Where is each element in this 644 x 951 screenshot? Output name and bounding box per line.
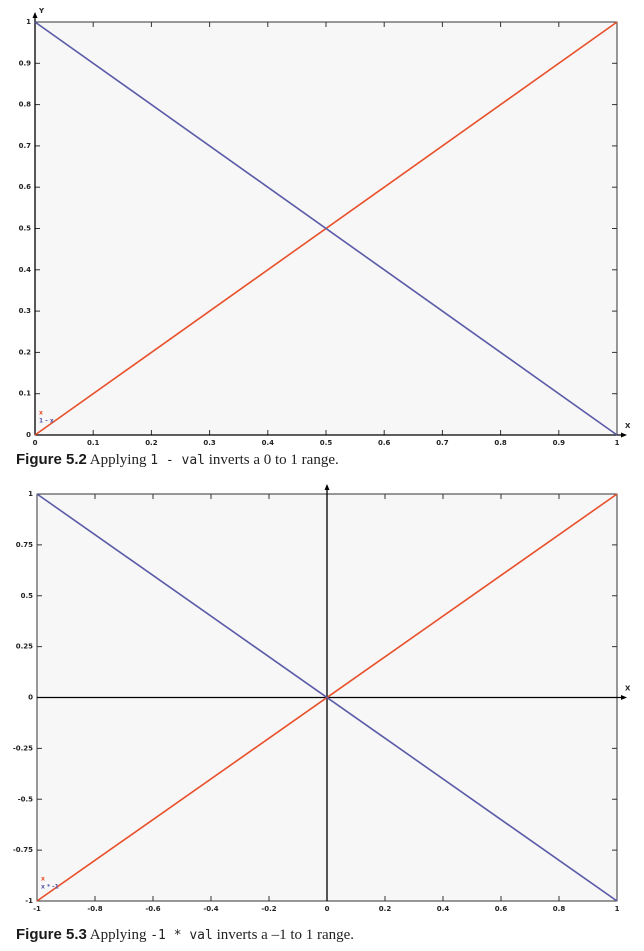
x-tick-label: 0.8 bbox=[494, 439, 507, 447]
x-tick-label: 0.1 bbox=[87, 439, 100, 447]
x-tick-label: 0.2 bbox=[379, 905, 392, 913]
x-tick-label: 0.5 bbox=[320, 439, 333, 447]
y-tick-label: 0.6 bbox=[19, 183, 32, 191]
axis-arrow bbox=[32, 12, 38, 18]
x-tick-label: -1 bbox=[33, 905, 41, 913]
caption-label: Figure 5.2 bbox=[16, 451, 87, 468]
x-tick-label: 0.8 bbox=[553, 905, 566, 913]
y-tick-label: 0.7 bbox=[19, 142, 32, 150]
caption-code: -1 * val bbox=[150, 928, 213, 943]
x-tick-label: 0.4 bbox=[262, 439, 275, 447]
chart: 0 0.1 0.2 0.3 0.4 0.5 0.6 0.7 0.8 0.9 1 0 0.1 0.2 0.3 0… bbox=[19, 7, 631, 447]
x-tick-label: 1 bbox=[615, 439, 620, 447]
axis-arrow bbox=[621, 695, 627, 700]
x-tick-label: -0.4 bbox=[203, 905, 218, 913]
legend-entry: x bbox=[41, 876, 45, 883]
y-tick-label: 0.4 bbox=[19, 266, 32, 274]
caption-text: inverts a 0 to 1 range. bbox=[205, 452, 339, 468]
y-tick-label: 0.5 bbox=[19, 225, 32, 233]
caption-label: Figure 5.3 bbox=[16, 926, 87, 943]
x-tick-label: 0.6 bbox=[378, 439, 391, 447]
y-tick-label: 1 bbox=[28, 490, 33, 498]
y-tick-label: 0.3 bbox=[19, 307, 32, 315]
caption-code: 1 - val bbox=[150, 453, 206, 468]
x-tick-label: 0.2 bbox=[145, 439, 158, 447]
y-tick-label: -0.25 bbox=[13, 744, 33, 752]
x-axis-label: X bbox=[625, 685, 631, 693]
caption-text: inverts a –1 to 1 range. bbox=[212, 927, 355, 943]
y-axis-label: Y bbox=[38, 7, 45, 15]
y-tick-label: 0 bbox=[28, 694, 33, 702]
y-tick-label: 0.1 bbox=[19, 390, 32, 398]
axis-arrow bbox=[324, 484, 330, 490]
legend-entry: 1 - x bbox=[39, 418, 54, 425]
x-tick-label: -0.6 bbox=[145, 905, 160, 913]
x-tick-label: 0.6 bbox=[495, 905, 508, 913]
x-tick-label: 0 bbox=[33, 439, 38, 447]
x-tick-label: -0.8 bbox=[87, 905, 102, 913]
line bbox=[34, 21, 618, 436]
caption: Figure 5.2 Applying 1 - val inverts a 0 … bbox=[16, 451, 339, 469]
y-tick-label: 0 bbox=[26, 431, 31, 439]
y-tick-label: 1 bbox=[26, 18, 31, 26]
x-tick-label: 0.9 bbox=[553, 439, 566, 447]
x-tick-label: -0.2 bbox=[261, 905, 276, 913]
y-tick-label: -0.75 bbox=[13, 846, 33, 854]
line bbox=[36, 493, 618, 902]
x-axis-label: X bbox=[625, 422, 631, 430]
x-tick-label: 0.4 bbox=[437, 905, 450, 913]
x-tick-label: 1 bbox=[615, 905, 620, 913]
axis-arrow bbox=[621, 432, 627, 438]
y-tick-label: 0.75 bbox=[16, 541, 33, 549]
legend-entry: x bbox=[39, 410, 43, 417]
x-tick-label: 0.7 bbox=[436, 439, 449, 447]
caption: Figure 5.3 Applying -1 * val inverts a –… bbox=[16, 926, 354, 944]
chart: -1 -0.8 -0.6 -0.4 -0.2 0 0.2 0.4 0.6 0.8 1 -1 -0.75 -… bbox=[13, 484, 631, 913]
y-tick-label: 0.9 bbox=[19, 59, 32, 67]
caption-text: Applying bbox=[89, 927, 151, 943]
y-tick-label: -1 bbox=[25, 897, 33, 905]
x-tick-label: 0 bbox=[325, 905, 330, 913]
y-tick-label: 0.5 bbox=[21, 592, 34, 600]
y-tick-label: 0.2 bbox=[19, 348, 32, 356]
caption-text: Applying bbox=[89, 452, 151, 468]
y-tick-label: 0.8 bbox=[19, 101, 32, 109]
legend-entry: x * -1 bbox=[41, 884, 59, 891]
x-tick-label: 0.3 bbox=[203, 439, 216, 447]
y-tick-label: 0.25 bbox=[16, 643, 33, 651]
y-tick-label: -0.5 bbox=[18, 795, 33, 803]
